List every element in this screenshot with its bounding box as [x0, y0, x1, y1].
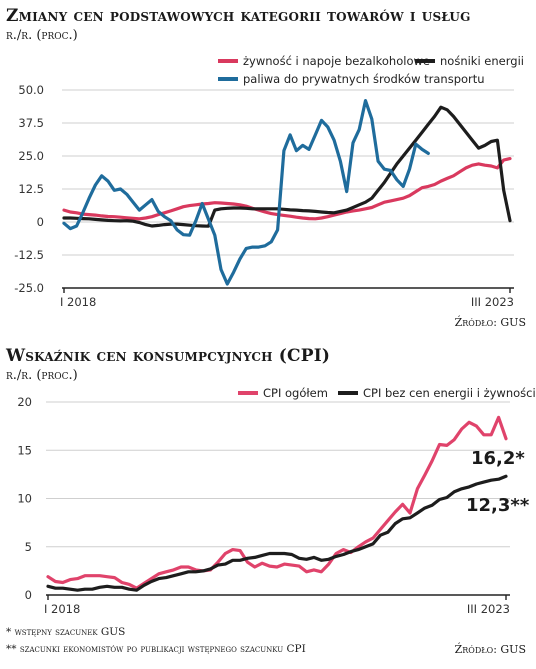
chart1-subtitle: r./r. (proc.)	[6, 28, 78, 43]
c1-series-line-fuel	[62, 98, 430, 286]
chart2-subtitle: r./r. (proc.)	[6, 368, 78, 383]
c2-series-line-core	[46, 474, 508, 592]
core-end-label: 12,3**	[466, 495, 530, 516]
chart2-gridlines	[46, 401, 510, 548]
c2-y-tick-label: 0	[25, 588, 32, 602]
c2-y-tick-label: 15	[17, 443, 32, 457]
legend-label-fuel: paliwa do prywatnych środków transportu	[243, 72, 485, 86]
chart1-x-label-start: I 2018	[60, 295, 96, 309]
footnote-1: * wstępny szacunek GUS	[6, 626, 126, 638]
c1-y-tick-label: 25.0	[18, 149, 44, 163]
c2-y-tick-label: 10	[17, 492, 32, 506]
chart2-series	[46, 415, 508, 592]
chart1-source: Źródło: GUS	[454, 316, 526, 329]
chart2-source: Źródło: GUS	[454, 643, 526, 656]
c1-y-tick-label: 50.0	[18, 83, 44, 97]
chart1-plot: żywność i napoje bezalkoholowe nośniki e…	[14, 54, 524, 309]
legend-label-core: CPI bez cen energii i żywności	[363, 386, 536, 400]
chart2-x-label-start: I 2018	[44, 602, 80, 616]
chart1-series	[62, 98, 512, 286]
c1-y-tick-label: 12.5	[18, 182, 44, 196]
c2-y-tick-label: 20	[17, 395, 32, 409]
c1-series-line-energy	[62, 105, 512, 228]
chart2-legend: CPI ogółem CPI bez cen energii i żywnośc…	[238, 386, 536, 400]
chart2-title: Wskaźnik cen konsumpcyjnych (CPI)	[6, 346, 331, 366]
c1-y-tick-label: 37.5	[18, 116, 44, 130]
legend-label-cpi: CPI ogółem	[263, 386, 328, 400]
c1-y-tick-label: -25.0	[14, 281, 44, 295]
legend-label-energy: nośniki energii	[440, 54, 524, 68]
legend-label-food: żywność i napoje bezalkoholowe	[243, 54, 430, 68]
chart2-plot: CPI ogółem CPI bez cen energii i żywnośc…	[17, 386, 536, 616]
chart2-y-ticks: 0 5 10 15 20	[17, 395, 32, 602]
c2-series-line-cpi	[46, 415, 508, 590]
c1-y-tick-label: 0	[37, 215, 44, 229]
c1-series-line-food	[62, 156, 512, 221]
chart1-y-ticks: -25.0 -12.5 0 12.5 25.0 37.5 50.0	[14, 83, 44, 295]
chart1-x-label-end: III 2023	[471, 295, 514, 309]
footnote-2: ** szacunki ekonomistów po publikacji ws…	[6, 643, 306, 655]
c2-y-tick-label: 5	[25, 540, 32, 554]
chart1-gridlines	[62, 89, 514, 256]
chart2-x-label-end: III 2023	[467, 602, 510, 616]
c1-y-tick-label: -12.5	[14, 248, 44, 262]
chart1-legend: żywność i napoje bezalkoholowe nośniki e…	[218, 54, 524, 86]
cpi-end-label: 16,2*	[471, 448, 525, 469]
chart1-title: Zmiany cen podstawowych kategorii towaró…	[6, 6, 471, 26]
